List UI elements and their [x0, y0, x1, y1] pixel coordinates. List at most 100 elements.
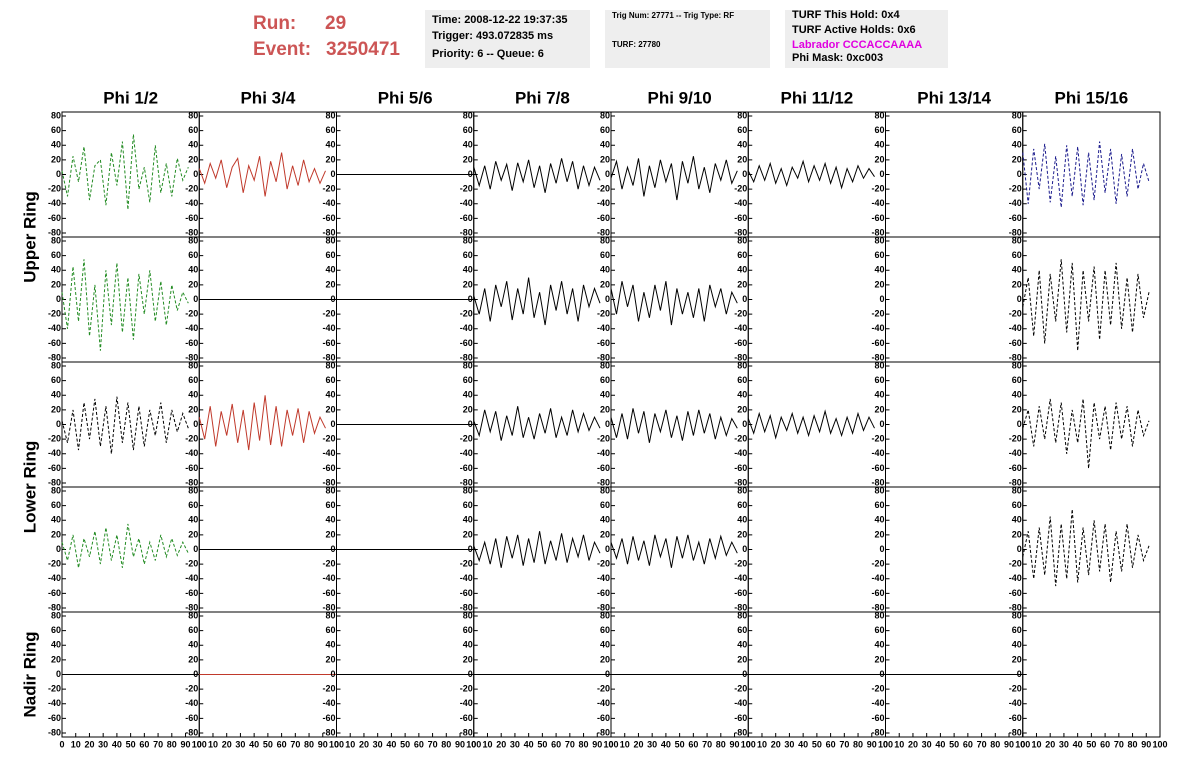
y-tick-label: 80 [51, 360, 61, 370]
y-tick-label: -80 [871, 227, 884, 237]
y-tick-label: -20 [185, 559, 198, 569]
x-tick-label: 100 [466, 739, 481, 749]
y-tick-label: -40 [734, 698, 747, 708]
waveform [61, 134, 189, 210]
y-tick-label: -80 [460, 477, 473, 487]
waveform [1022, 259, 1150, 351]
y-tick-label: 40 [51, 640, 61, 650]
panel-frame [1022, 361, 1161, 488]
y-tick-label: 80 [188, 360, 198, 370]
y-tick-label: -80 [460, 727, 473, 737]
y-tick-label: 60 [1012, 375, 1022, 385]
y-tick-label: -60 [185, 213, 198, 223]
y-tick-label: 40 [874, 515, 884, 525]
y-tick-label: -20 [460, 184, 473, 194]
y-tick-label: -20 [597, 684, 610, 694]
y-tick-label: 0 [1017, 544, 1022, 554]
y-tick-label: 40 [874, 640, 884, 650]
y-tick-label: 60 [188, 500, 198, 510]
y-tick-label: 60 [51, 625, 61, 635]
y-tick-label: -20 [185, 684, 198, 694]
y-tick-label: -20 [460, 434, 473, 444]
y-tick-label: 40 [737, 640, 747, 650]
x-tick-label: 50 [400, 739, 410, 749]
y-tick-label: 40 [325, 390, 335, 400]
panel-frame [61, 236, 200, 363]
panel-frame [473, 111, 612, 238]
y-tick-label: -80 [1009, 227, 1022, 237]
info-line: Time: 2008-12-22 19:37:35 [432, 14, 568, 26]
y-tick-label: -60 [734, 463, 747, 473]
run: 29 [325, 13, 346, 34]
info-line: TURF This Hold: 0x4 [792, 9, 900, 21]
y-tick-label: -80 [597, 352, 610, 362]
waveform [473, 277, 601, 326]
y-tick-label: -60 [185, 713, 198, 723]
y-tick-label: 80 [737, 610, 747, 620]
x-tick-label: 60 [688, 739, 698, 749]
y-tick-label: 20 [51, 279, 61, 289]
x-tick-label: 40 [112, 739, 122, 749]
x-tick-label: 20 [908, 739, 918, 749]
y-tick-label: -60 [1009, 338, 1022, 348]
x-tick-label: 50 [675, 739, 685, 749]
y-tick-label: -40 [1009, 323, 1022, 333]
y-tick-label: -40 [322, 198, 335, 208]
waveform [747, 409, 875, 440]
y-tick-label: -60 [734, 713, 747, 723]
y-tick-label: -60 [1009, 213, 1022, 223]
info-box [605, 10, 770, 68]
y-tick-label: -40 [460, 323, 473, 333]
y-tick-label: 20 [463, 154, 473, 164]
row-label: Upper Ring [20, 191, 39, 283]
y-tick-label: -40 [734, 448, 747, 458]
x-tick-label: 40 [935, 739, 945, 749]
y-tick-label: -40 [734, 323, 747, 333]
y-tick-label: -20 [185, 434, 198, 444]
y-tick-label: -40 [871, 448, 884, 458]
y-tick-label: 0 [742, 669, 747, 679]
y-tick-label: 40 [325, 140, 335, 150]
x-tick-label: 50 [812, 739, 822, 749]
x-tick-label: 60 [139, 739, 149, 749]
y-tick-label: 20 [737, 154, 747, 164]
y-tick-label: 20 [325, 154, 335, 164]
x-tick-label: 70 [428, 739, 438, 749]
x-tick-label: 0 [746, 739, 751, 749]
y-tick-label: -60 [734, 213, 747, 223]
y-tick-label: -80 [597, 227, 610, 237]
y-tick-label: 40 [600, 515, 610, 525]
y-tick-label: -40 [871, 698, 884, 708]
y-tick-label: 80 [188, 610, 198, 620]
y-tick-label: 80 [600, 360, 610, 370]
y-tick-label: -80 [322, 477, 335, 487]
y-tick-label: -60 [1009, 463, 1022, 473]
y-tick-label: 80 [874, 110, 884, 120]
y-tick-label: 60 [463, 125, 473, 135]
y-tick-label: -80 [185, 477, 198, 487]
column-header: Phi 11/12 [780, 88, 853, 107]
x-tick-label: 80 [579, 739, 589, 749]
y-tick-label: 40 [325, 265, 335, 275]
y-tick-label: -60 [871, 463, 884, 473]
x-tick-label: 80 [1128, 739, 1138, 749]
y-tick-label: 40 [463, 265, 473, 275]
y-tick-label: 60 [874, 625, 884, 635]
y-tick-label: 60 [325, 125, 335, 135]
y-tick-label: 20 [188, 404, 198, 414]
y-tick-label: 40 [188, 390, 198, 400]
y-tick-label: 40 [1012, 515, 1022, 525]
x-tick-label: 80 [853, 739, 863, 749]
waveform [473, 158, 601, 193]
y-tick-label: 0 [56, 169, 61, 179]
x-tick-label: 80 [990, 739, 1000, 749]
y-tick-label: -60 [322, 338, 335, 348]
y-tick-label: -80 [322, 227, 335, 237]
info-line: Priority: 6 -- Queue: 6 [432, 48, 544, 60]
y-tick-label: -60 [48, 338, 61, 348]
y-tick-label: -60 [1009, 588, 1022, 598]
y-tick-label: -20 [1009, 309, 1022, 319]
y-tick-label: -60 [871, 588, 884, 598]
waveform [61, 259, 189, 351]
y-tick-label: 60 [600, 375, 610, 385]
